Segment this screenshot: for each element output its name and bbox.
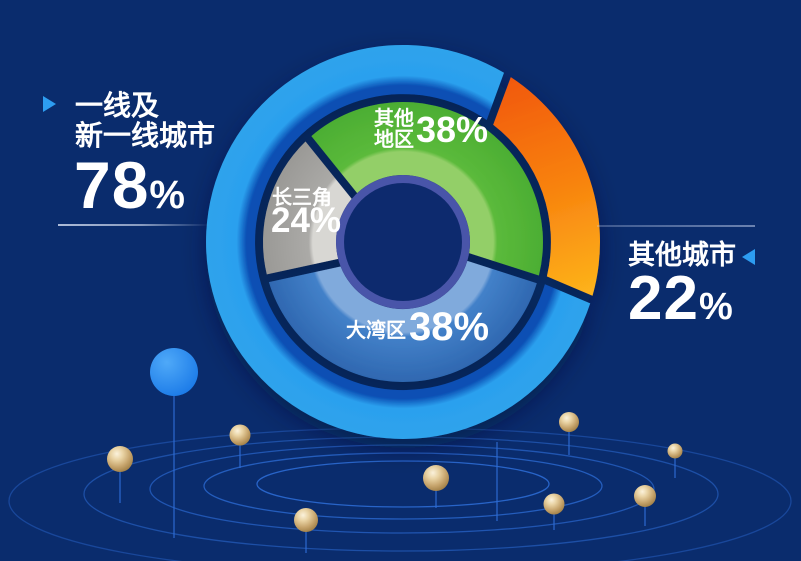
label-other-regions-line2: 地区: [374, 129, 414, 151]
inner-ring-segment-other-regions: [311, 102, 543, 276]
outer-ring-segment-other-cities: [493, 77, 600, 296]
right-stat-marker-icon: [742, 249, 755, 265]
right-stat-unit: %: [698, 286, 734, 328]
label-greater-bay-value: 38%: [409, 305, 490, 349]
donut-chart: [206, 44, 600, 439]
inner-ring-segment-yangtze-delta: [262, 141, 352, 275]
left-stat-label-line2: 新一线城市: [75, 120, 216, 151]
label-yangtze-delta-value: 24%: [271, 201, 342, 240]
left-stat-label: 一线及 新一线城市: [75, 91, 215, 151]
gold-spheres: [107, 412, 683, 532]
right-divider-line: [597, 225, 755, 227]
left-stat-label-line1: 一线及: [75, 90, 160, 121]
label-other-regions-value: 38%: [416, 109, 489, 150]
label-other-regions-line1: 其他: [374, 108, 414, 130]
donut-center-hole: [344, 183, 462, 301]
left-stat-number: 78: [74, 148, 150, 222]
left-stat-marker-icon: [43, 96, 56, 112]
right-stat-label: 其他城市: [628, 240, 736, 270]
label-greater-bay: 大湾区: [346, 320, 406, 342]
right-stat-number: 22: [628, 264, 699, 333]
blue-node: [150, 348, 198, 396]
inner-ring-segment-greater-bay: [268, 260, 537, 382]
left-divider-line: [58, 224, 210, 226]
label-other-regions: 其他 地区: [374, 109, 414, 151]
left-stat-value: 78%: [74, 152, 186, 218]
right-stat-value: 22%: [628, 268, 734, 330]
left-stat-unit: %: [149, 173, 186, 217]
label-yangtze-delta: 长三角: [272, 187, 332, 209]
